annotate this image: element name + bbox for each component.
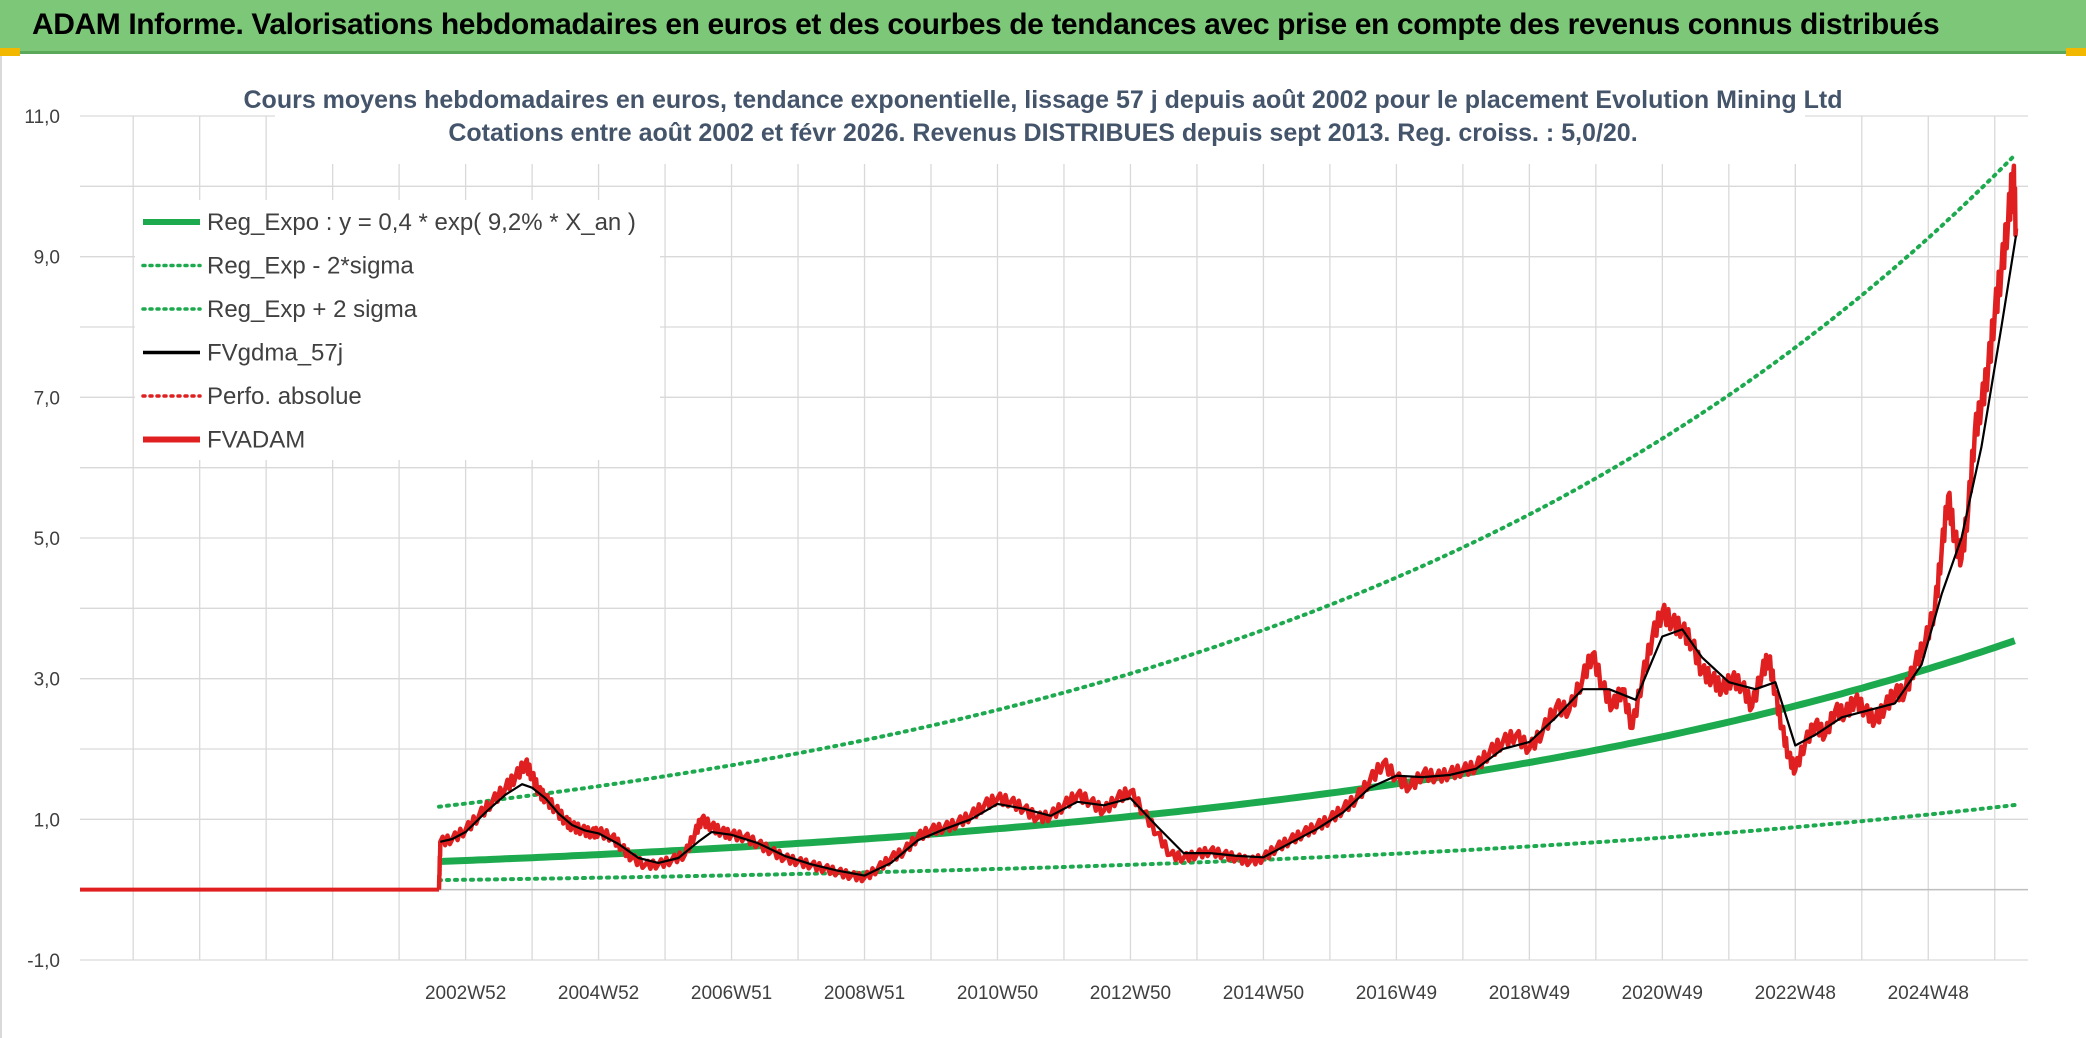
- chart-title-line: Cours moyens hebdomadaires en euros, ten…: [244, 86, 1843, 114]
- x-tick-label: 2010W50: [957, 983, 1038, 1004]
- legend-label: Reg_Expo : y = 0,4 * exp( 9,2% * X_an ): [207, 209, 636, 236]
- x-tick-label: 2008W51: [824, 983, 905, 1004]
- report-banner: ADAM Informe. Valorisations hebdomadaire…: [0, 0, 2086, 56]
- legend-label: Reg_Exp - 2*sigma: [207, 253, 414, 280]
- legend-label: FVADAM: [207, 427, 305, 454]
- chart-title-line: Cotations entre août 2002 et févr 2026. …: [448, 119, 1637, 147]
- x-axis: 2002W52 2004W52 2006W51 2008W51 2010W50 2012W…: [425, 983, 1969, 1004]
- series-reg-expo: [438, 637, 2016, 865]
- report-title: ADAM Informe. Valorisations hebdomadaire…: [32, 8, 1940, 41]
- series-fvgdma-57j: [440, 235, 2018, 877]
- banner-corner-right: [2066, 48, 2086, 56]
- x-tick-label: 2004W52: [558, 983, 639, 1004]
- legend-label: FVgdma_57j: [207, 340, 343, 367]
- series-reg-exp-minus-2-sigma: [437, 803, 2017, 883]
- y-tick-label: 5,0: [34, 529, 60, 550]
- x-tick-label: 2024W48: [1888, 983, 1969, 1004]
- y-tick-label: 1,0: [34, 810, 60, 831]
- y-tick-label: 3,0: [34, 670, 60, 691]
- y-tick-label: 9,0: [34, 248, 60, 269]
- x-tick-label: 2022W48: [1755, 983, 1836, 1004]
- legend-background: [135, 200, 660, 460]
- y-tick-label: -1,0: [27, 951, 60, 972]
- x-tick-label: 2012W50: [1090, 983, 1171, 1004]
- legend-label: Perfo. absolue: [207, 383, 362, 410]
- legend-label: Reg_Exp + 2 sigma: [207, 296, 418, 323]
- banner-corner-left: [0, 48, 20, 56]
- x-tick-label: 2018W49: [1489, 983, 1570, 1004]
- x-tick-label: 2014W50: [1223, 983, 1304, 1004]
- y-tick-label: 7,0: [34, 388, 60, 409]
- chart-legend: Reg_Expo : y = 0,4 * exp( 9,2% * X_an ) R…: [135, 200, 660, 460]
- chart-area: [0, 56, 2086, 1038]
- chart-title: Cours moyens hebdomadaires en euros, ten…: [244, 78, 1843, 164]
- series-fvadam: [436, 163, 2019, 890]
- x-tick-label: 2006W51: [691, 983, 772, 1004]
- series-reg-exp-plus-2-sigma: [437, 153, 2017, 809]
- x-tick-label: 2002W52: [425, 983, 506, 1004]
- title-background: [275, 78, 1805, 164]
- x-tick-label: 2020W49: [1622, 983, 1703, 1004]
- x-tick-label: 2016W49: [1356, 983, 1437, 1004]
- y-tick-label: 11,0: [24, 107, 60, 128]
- chart-series: [80, 153, 2019, 892]
- y-axis: -1,0 1,0 3,0 5,0 7,0 9,0 11,0: [24, 107, 60, 972]
